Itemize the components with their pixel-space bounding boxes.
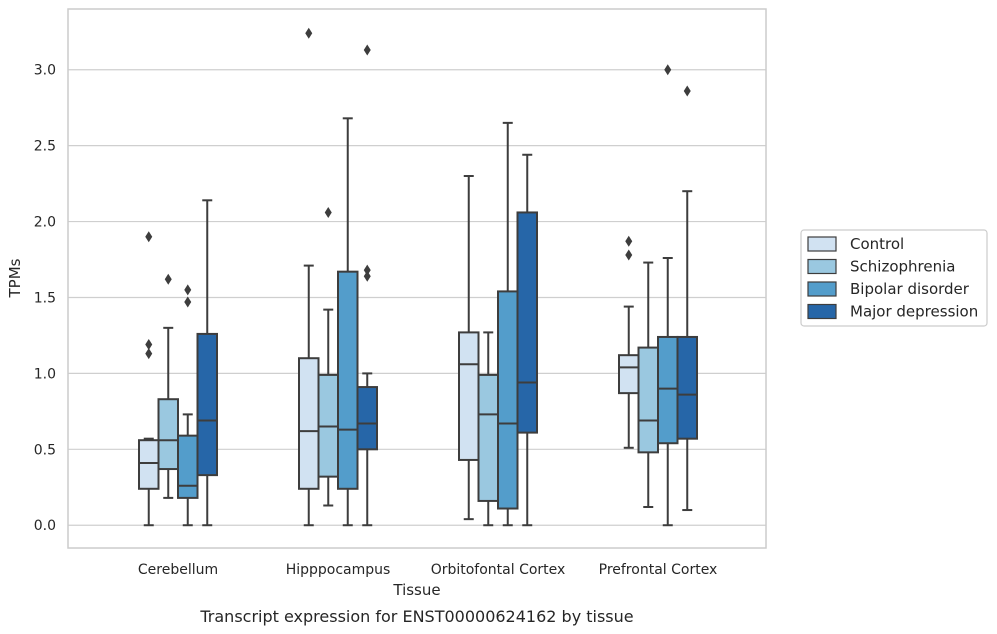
- box-iqr: [618, 354, 640, 395]
- x-tick-label: Prefrontal Cortex: [599, 562, 718, 578]
- box: [196, 199, 218, 527]
- outlier-point: [184, 296, 192, 308]
- y-tick-label: 0.5: [34, 442, 56, 458]
- y-tick-label: 2.5: [34, 139, 56, 155]
- x-tick-label: Orbitofontal Cortex: [431, 562, 566, 578]
- outlier-point: [305, 27, 313, 39]
- outlier-point: [664, 64, 672, 76]
- y-tick-label: 1.5: [34, 290, 56, 306]
- box-iqr: [477, 373, 499, 502]
- box: [356, 44, 378, 527]
- box-iqr: [337, 270, 359, 490]
- box: [637, 261, 659, 509]
- box-iqr: [676, 335, 698, 440]
- legend-item: Control: [807, 235, 904, 253]
- box-iqr: [298, 357, 320, 490]
- outlier-point: [184, 284, 192, 296]
- box: [657, 64, 679, 527]
- outlier-point: [363, 44, 371, 56]
- box-iqr: [157, 398, 179, 471]
- box: [676, 85, 698, 512]
- legend-item: Bipolar disorder: [807, 280, 970, 298]
- chart-caption: Transcript expression for ENST0000062416…: [199, 607, 633, 626]
- x-axis-ticks: Cerebellum Hipppocampus Orbitofontal Corte…: [138, 562, 717, 578]
- outlier-point: [363, 270, 371, 282]
- outlier-point: [363, 264, 371, 276]
- box: [317, 206, 339, 507]
- outlier-point: [683, 85, 691, 97]
- box-iqr: [356, 386, 378, 451]
- box: [157, 273, 179, 499]
- box-iqr: [516, 211, 538, 434]
- box-iqr: [196, 332, 218, 477]
- series-bipolar-disorder: [177, 64, 679, 527]
- box-iqr: [138, 439, 160, 490]
- series-schizophrenia: [157, 206, 659, 527]
- box: [298, 27, 320, 527]
- box: [516, 153, 538, 527]
- outlier-point: [625, 235, 633, 247]
- legend: Control Schizophrenia Bipolar disorder Majo…: [800, 229, 988, 327]
- box: [138, 231, 160, 527]
- y-axis-ticks: 0.0 0.5 1.0 1.5 2.0 2.5 3.0: [34, 63, 56, 534]
- box: [458, 175, 480, 521]
- box-series: [138, 27, 698, 527]
- y-axis-label: TPMs: [6, 258, 24, 298]
- box-iqr: [497, 290, 519, 510]
- outlier-point: [145, 348, 153, 360]
- legend-item: Major depression: [807, 303, 978, 321]
- box: [618, 235, 640, 449]
- outlier-point: [145, 339, 153, 351]
- outlier-point: [145, 231, 153, 243]
- x-tick-label: Cerebellum: [138, 562, 218, 578]
- legend-swatch: [807, 236, 837, 252]
- box-iqr: [458, 331, 480, 461]
- legend-swatch: [807, 258, 837, 275]
- box-iqr: [657, 335, 679, 445]
- box: [177, 284, 199, 527]
- legend-swatch: [807, 281, 837, 297]
- legend-label: Bipolar disorder: [850, 280, 970, 298]
- legend-frame: [800, 229, 988, 327]
- box: [337, 117, 359, 527]
- legend-label: Control: [850, 235, 904, 253]
- plot-frame: [67, 8, 767, 549]
- legend-label: Schizophrenia: [850, 258, 955, 276]
- outlier-point: [164, 273, 172, 285]
- y-tick-label: 2.0: [34, 215, 56, 231]
- box: [497, 121, 519, 527]
- series-major-depression: [196, 44, 698, 527]
- outlier-point: [625, 249, 633, 261]
- y-tick-label: 0.0: [34, 518, 56, 534]
- box-iqr: [637, 346, 659, 454]
- outlier-point: [324, 206, 332, 218]
- box-iqr: [177, 434, 199, 499]
- x-axis-label: Tissue: [392, 581, 440, 599]
- legend-swatch: [807, 303, 837, 320]
- y-tick-label: 1.0: [34, 366, 56, 382]
- box: [477, 331, 499, 527]
- legend-label: Major depression: [850, 303, 978, 321]
- series-control: [138, 27, 640, 527]
- y-tick-label: 3.0: [34, 63, 56, 79]
- x-tick-label: Hipppocampus: [286, 562, 391, 578]
- legend-item: Schizophrenia: [807, 258, 955, 276]
